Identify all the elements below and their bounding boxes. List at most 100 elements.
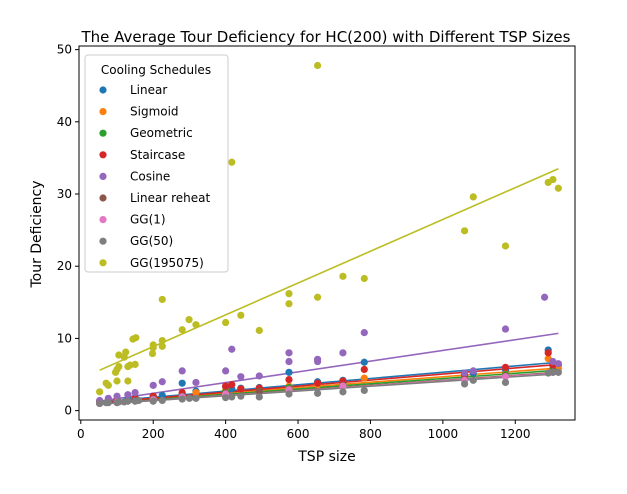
data-point-staircase	[360, 365, 368, 374]
data-point-linear	[360, 358, 368, 366]
y-axis-label: Tour Deficiency	[29, 180, 45, 288]
trend-line-geometric	[99, 369, 559, 405]
data-point-gg-50	[285, 390, 293, 398]
data-point-gg-50	[185, 394, 194, 402]
data-point-gg-195075	[285, 300, 293, 308]
axes-frame	[78, 45, 576, 421]
data-point-cosine	[158, 378, 166, 386]
data-point-cosine	[124, 391, 132, 399]
y-tick-label: 20	[57, 259, 72, 273]
data-point-sigmoid	[360, 374, 368, 382]
legend-label-linear-reheat: Linear reheat	[130, 191, 211, 205]
data-point-gg-195075	[158, 342, 166, 350]
chart-title: The Average Tour Deficiency for HC(200) …	[81, 28, 571, 46]
data-point-gg-195075	[313, 61, 322, 70]
legend-label-cosine: Cosine	[130, 169, 170, 183]
data-point-linear-reheat	[255, 387, 263, 395]
legend-label-staircase: Staircase	[130, 148, 185, 162]
data-point-gg-195075	[131, 360, 139, 369]
x-tick-label: 200	[142, 427, 165, 441]
data-point-gg-195075	[124, 377, 132, 385]
legend-marker-gg-1	[99, 216, 107, 224]
data-point-staircase	[544, 349, 552, 357]
x-tick-label: 800	[359, 427, 382, 441]
data-point-gg-195075	[360, 274, 368, 283]
data-point-gg-195075	[96, 388, 104, 396]
data-point-gg-195075	[237, 311, 245, 319]
legend-marker-staircase	[99, 151, 107, 159]
data-point-staircase	[237, 385, 245, 393]
x-tick-label: 600	[287, 427, 310, 441]
data-point-gg-195075	[192, 321, 200, 329]
data-point-gg-195075	[115, 351, 123, 359]
data-point-gg-50	[192, 394, 200, 402]
trend-line-cosine	[99, 332, 559, 403]
data-point-gg-195075	[460, 227, 469, 235]
legend-label-gg-195075: GG(195075)	[130, 256, 204, 270]
data-point-cosine	[285, 349, 293, 357]
x-tick-label: 400	[214, 427, 237, 441]
data-point-cosine	[549, 357, 557, 366]
data-point-gg-50	[222, 394, 230, 402]
data-point-cosine	[540, 293, 549, 301]
data-point-gg-195075	[148, 349, 157, 358]
data-point-linear	[158, 391, 166, 400]
data-point-gg-195075	[339, 272, 347, 280]
legend-marker-linear-reheat	[99, 194, 107, 202]
legend-marker-gg-195075	[99, 259, 107, 267]
y-tick-label: 0	[64, 404, 72, 418]
data-point-gg-50	[554, 368, 562, 376]
data-point-gg-50	[158, 396, 166, 405]
data-point-cosine	[313, 357, 322, 366]
data-point-gg-195075	[222, 318, 230, 327]
data-point-gg-195075	[178, 326, 186, 334]
data-point-gg-50	[96, 399, 104, 407]
x-tick-label: 1000	[428, 427, 459, 441]
data-point-gg-195075	[185, 316, 193, 324]
data-point-gg-195075	[313, 293, 322, 301]
data-point-gg-195075	[132, 334, 140, 342]
data-point-gg-50	[104, 399, 112, 407]
data-point-gg-50	[255, 393, 263, 401]
data-point-staircase	[285, 375, 293, 384]
data-point-gg-195075	[469, 193, 477, 201]
data-point-gg-50	[228, 393, 236, 401]
data-point-gg-195075	[104, 381, 112, 389]
data-point-cosine	[222, 367, 230, 375]
data-point-gg-195075	[228, 158, 236, 166]
data-point-gg-50	[501, 378, 510, 387]
legend-marker-gg-50	[99, 237, 107, 245]
trend-line-linear	[99, 361, 559, 403]
data-point-cosine	[501, 325, 510, 333]
data-point-cosine	[131, 388, 139, 397]
y-tick-label: 10	[57, 331, 72, 345]
legend-frame	[84, 54, 229, 273]
data-point-cosine	[554, 360, 562, 368]
data-point-staircase	[228, 381, 236, 389]
data-point-cosine	[113, 392, 121, 400]
data-point-gg-50	[124, 397, 132, 405]
x-axis-label: TSP size	[297, 449, 355, 465]
data-point-staircase	[313, 379, 322, 387]
data-point-gg-50	[135, 396, 143, 405]
data-point-gg-50	[360, 386, 368, 394]
data-point-gg-1	[501, 373, 510, 381]
data-point-staircase	[222, 382, 230, 390]
data-point-gg-195075	[285, 290, 293, 298]
data-point-gg-50	[237, 392, 245, 400]
data-point-linear	[178, 379, 186, 387]
data-point-linear	[285, 368, 293, 376]
legend-title: Cooling Schedules	[101, 63, 211, 77]
data-point-gg-50	[178, 395, 186, 403]
data-point-gg-195075	[501, 242, 510, 250]
data-point-gg-50	[460, 380, 469, 388]
x-tick-label: 0	[77, 427, 85, 441]
legend-label-gg-50: GG(50)	[130, 234, 173, 248]
data-point-cosine	[339, 349, 347, 357]
trend-line-staircase	[99, 363, 559, 404]
data-point-gg-195075	[122, 348, 130, 356]
legend: Cooling Schedules Linear Sigmoid Geometric…	[84, 54, 229, 273]
legend-marker-cosine	[99, 172, 107, 180]
data-point-gg-195075	[549, 175, 557, 184]
